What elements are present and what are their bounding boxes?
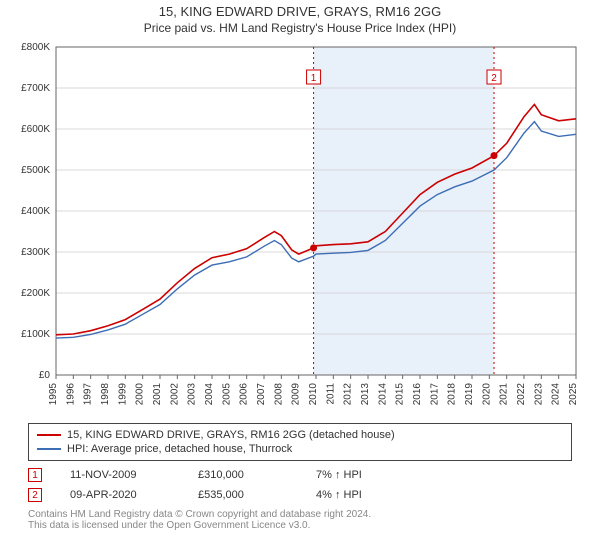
chart-area: £0 £100K £200K £300K £400K £500K £600K £700K £80… xyxy=(0,39,600,417)
x-tick-label: 2002 xyxy=(169,383,180,406)
x-tick-label: 2006 xyxy=(239,383,250,406)
x-tick-label: 2013 xyxy=(360,383,371,406)
footer-line-1: Contains HM Land Registry data © Crown c… xyxy=(28,509,572,520)
x-tick-label: 2005 xyxy=(221,383,232,406)
x-tick-label: 2009 xyxy=(291,383,302,406)
y-tick-label: £700K xyxy=(21,83,50,94)
x-tick-label: 1997 xyxy=(83,383,94,406)
x-tick-label: 2014 xyxy=(377,383,388,406)
marker-label: 1 xyxy=(311,73,317,84)
sale-marker: 1 xyxy=(28,468,42,482)
x-tick-label: 2024 xyxy=(551,383,562,406)
x-tick-label: 2019 xyxy=(464,383,475,406)
sale-hpi: 4% ↑ HPI xyxy=(316,489,406,501)
footer-attribution: Contains HM Land Registry data © Crown c… xyxy=(28,509,572,531)
x-tick-label: 2020 xyxy=(481,383,492,406)
x-tick-label: 2011 xyxy=(325,383,336,405)
sales-table: 1 11-NOV-2009 £310,000 7% ↑ HPI 2 09-APR-2020… xyxy=(28,465,572,505)
sale-hpi: 7% ↑ HPI xyxy=(316,469,406,481)
sale-price: £535,000 xyxy=(198,489,288,501)
legend-label: 15, KING EDWARD DRIVE, GRAYS, RM16 2GG (… xyxy=(67,429,395,441)
chart-container: 15, KING EDWARD DRIVE, GRAYS, RM16 2GG P… xyxy=(0,0,600,560)
x-tick-label: 2004 xyxy=(204,383,215,406)
x-tick-label: 2016 xyxy=(412,383,423,406)
y-tick-label: £200K xyxy=(21,288,50,299)
legend-row: HPI: Average price, detached house, Thur… xyxy=(37,442,563,456)
x-tick-label: 2000 xyxy=(135,383,146,406)
sale-date: 11-NOV-2009 xyxy=(70,469,170,481)
marker-label: 2 xyxy=(491,73,497,84)
x-tick-label: 2023 xyxy=(533,383,544,406)
y-tick-label: £500K xyxy=(21,165,50,176)
x-tick-label: 2021 xyxy=(499,383,510,406)
x-tick-label: 2025 xyxy=(568,383,579,406)
line-chart: £0 £100K £200K £300K £400K £500K £600K £700K £80… xyxy=(0,39,600,417)
sale-marker: 2 xyxy=(28,488,42,502)
x-tick-label: 2012 xyxy=(343,383,354,406)
sale-date: 09-APR-2020 xyxy=(70,489,170,501)
footer-line-2: This data is licensed under the Open Gov… xyxy=(28,520,572,531)
x-tick-label: 2018 xyxy=(447,383,458,406)
y-tick-label: £0 xyxy=(39,370,51,381)
x-tick-label: 2007 xyxy=(256,383,267,406)
sale-row: 1 11-NOV-2009 £310,000 7% ↑ HPI xyxy=(28,465,572,485)
x-tick-label: 2008 xyxy=(273,383,284,406)
x-tick-label: 1999 xyxy=(117,383,128,406)
chart-subtitle: Price paid vs. HM Land Registry's House … xyxy=(0,19,600,39)
x-tick-label: 2022 xyxy=(516,383,527,406)
x-tick-label: 2003 xyxy=(187,383,198,406)
legend-row: 15, KING EDWARD DRIVE, GRAYS, RM16 2GG (… xyxy=(37,428,563,442)
x-tick-label: 1996 xyxy=(65,383,76,406)
y-tick-label: £800K xyxy=(21,42,50,53)
legend-label: HPI: Average price, detached house, Thur… xyxy=(67,443,292,455)
x-tick-label: 1995 xyxy=(48,383,59,406)
chart-title: 15, KING EDWARD DRIVE, GRAYS, RM16 2GG xyxy=(0,0,600,19)
legend-swatch xyxy=(37,448,61,450)
x-tick-label: 1998 xyxy=(100,383,111,406)
y-tick-label: £600K xyxy=(21,124,50,135)
x-tick-label: 2015 xyxy=(395,383,406,406)
x-tick-label: 2001 xyxy=(152,383,163,406)
y-tick-label: £100K xyxy=(21,329,50,340)
y-tick-label: £300K xyxy=(21,247,50,258)
y-tick-label: £400K xyxy=(21,206,50,217)
legend-swatch xyxy=(37,434,61,436)
x-tick-label: 2010 xyxy=(308,383,319,406)
x-tick-label: 2017 xyxy=(429,383,440,406)
marker-dot xyxy=(310,244,317,251)
sale-row: 2 09-APR-2020 £535,000 4% ↑ HPI xyxy=(28,485,572,505)
legend: 15, KING EDWARD DRIVE, GRAYS, RM16 2GG (… xyxy=(28,423,572,461)
sale-price: £310,000 xyxy=(198,469,288,481)
marker-dot xyxy=(491,152,498,159)
